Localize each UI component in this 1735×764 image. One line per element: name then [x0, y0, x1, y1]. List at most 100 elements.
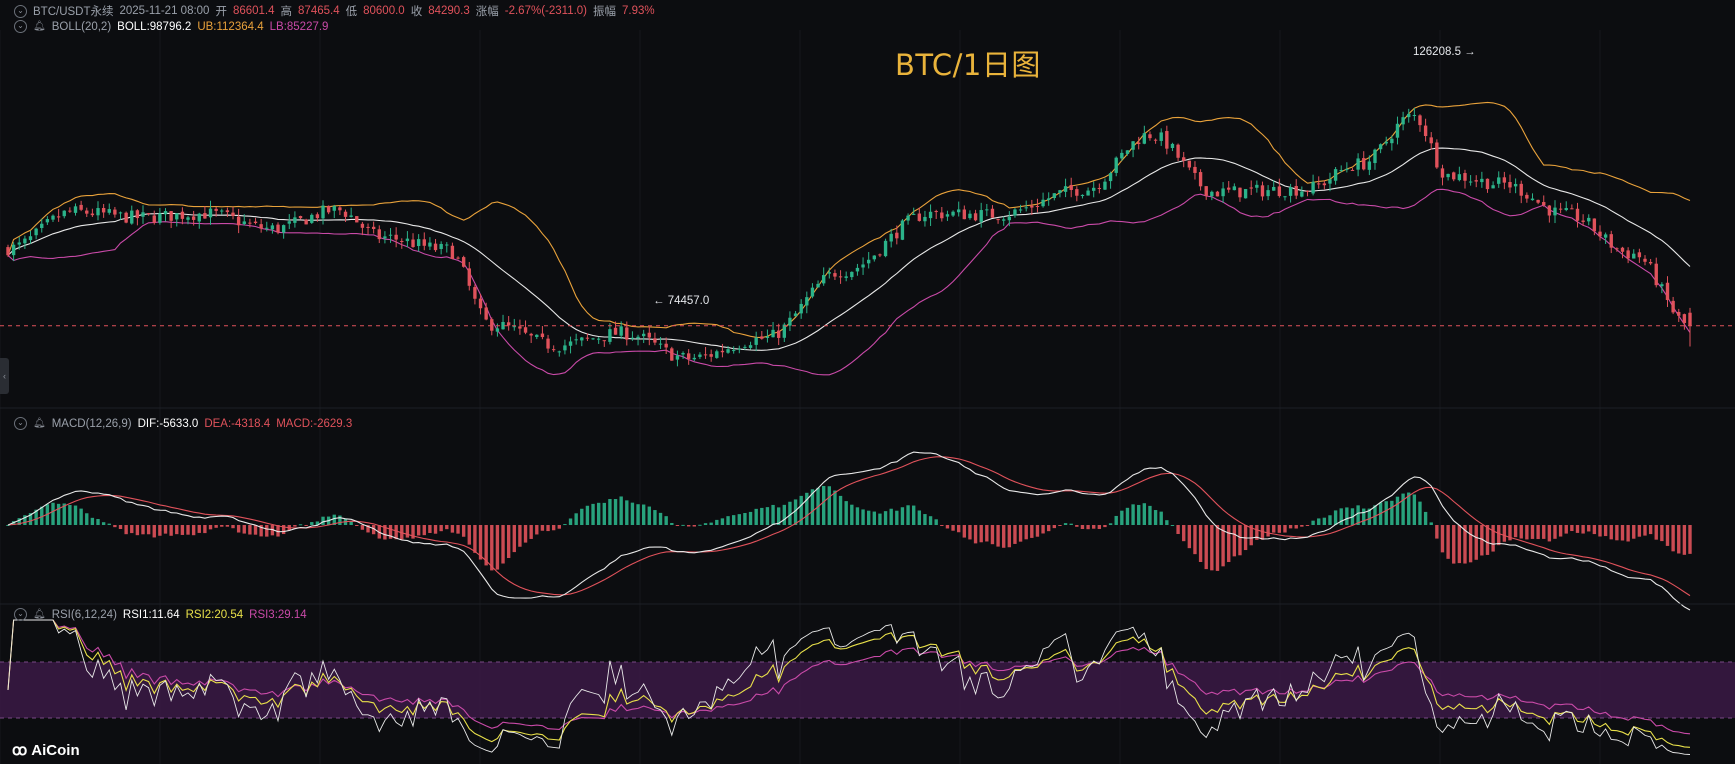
candle-body	[613, 327, 618, 335]
candle-body	[422, 239, 426, 246]
macd-bar	[1508, 525, 1512, 541]
macd-bar	[1345, 507, 1349, 525]
macd-bar	[130, 525, 134, 534]
macd-bar	[1620, 525, 1625, 541]
macd-bar	[1170, 524, 1175, 526]
collapse-chevron-icon[interactable]: ⌄	[14, 608, 27, 621]
candlestick-series[interactable]	[6, 108, 1692, 367]
collapse-chevron-icon[interactable]: ⌄	[14, 417, 27, 430]
candle-body	[591, 338, 595, 340]
candle-body	[338, 207, 342, 211]
macd-bar	[383, 525, 387, 540]
candle-body	[310, 214, 314, 223]
candle-body	[135, 210, 140, 219]
macd-bar	[1317, 518, 1321, 525]
candle-body	[799, 303, 803, 314]
close-value: 84290.3	[428, 5, 470, 17]
macd-bar	[1530, 525, 1535, 539]
macd-bar	[405, 525, 410, 538]
macd-bar	[349, 521, 353, 525]
candle-body	[163, 211, 168, 215]
candle-body	[73, 206, 78, 213]
candle-body	[355, 216, 359, 223]
rsi2-value: RSI2:20.54	[185, 608, 244, 621]
macd-bar	[1328, 515, 1332, 525]
macd-bar	[315, 521, 320, 525]
macd-bar	[158, 525, 162, 536]
bell-icon[interactable]: 🔔︎	[33, 21, 46, 32]
candle-body	[731, 350, 736, 352]
candle-body	[326, 205, 331, 213]
macd-dea-line	[7, 456, 1691, 597]
macd-bar	[630, 502, 635, 525]
boll-lower-band	[7, 188, 1691, 376]
candle-body	[1648, 261, 1653, 264]
macd-bar	[636, 504, 640, 525]
candle-body	[1418, 115, 1422, 126]
candle-body	[270, 225, 275, 230]
macd-bar	[1648, 525, 1653, 535]
candle-body	[1446, 173, 1450, 178]
macd-bar	[428, 525, 432, 534]
candle-body	[208, 208, 213, 218]
macd-bar	[1570, 525, 1574, 532]
candle-body	[962, 209, 967, 220]
macd-bar	[1682, 525, 1687, 555]
boll-indicator-label[interactable]: BOLL(20,2)	[51, 20, 112, 33]
macd-bar	[1502, 525, 1507, 542]
candle-body	[641, 333, 646, 337]
macd-bar	[821, 485, 826, 525]
candle-body	[1429, 137, 1433, 144]
macd-bar	[1187, 525, 1192, 549]
macd-bar	[146, 525, 151, 535]
macd-bar	[613, 499, 618, 525]
macd-bar	[478, 525, 483, 560]
macd-bar	[715, 519, 719, 525]
macd-bar	[968, 525, 972, 540]
candle-body	[220, 210, 224, 212]
collapse-chevron-icon[interactable]: ⌄	[14, 20, 27, 33]
macd-bar	[276, 525, 280, 537]
candle-body	[169, 211, 173, 221]
candle-body	[293, 217, 297, 223]
macd-bar	[1294, 525, 1298, 529]
macd-bar	[79, 508, 83, 525]
rsi-indicator-label[interactable]: RSI(6,12,24)	[51, 608, 117, 621]
macd-bar	[1300, 525, 1304, 527]
macd-bar	[1598, 525, 1602, 537]
candle-body	[675, 355, 680, 360]
macd-bar	[355, 525, 359, 526]
bell-icon[interactable]: 🔔︎	[33, 418, 46, 429]
macd-bar	[810, 489, 815, 525]
candle-body	[1238, 187, 1242, 198]
macd-bar	[1643, 525, 1647, 536]
candle-body	[912, 213, 916, 215]
macd-bar	[124, 525, 128, 535]
side-panel-handle[interactable]: ‹	[0, 358, 9, 394]
macd-bar	[506, 525, 511, 559]
macd-bar	[1159, 511, 1163, 525]
macd-bar	[85, 513, 89, 525]
boll-mid-value: BOLL:98796.2	[117, 20, 192, 33]
collapse-chevron-icon[interactable]: ⌄	[14, 4, 27, 18]
candle-body	[703, 354, 708, 356]
bell-icon[interactable]: 🔔︎	[33, 609, 46, 620]
candle-body	[96, 208, 100, 216]
symbol-label[interactable]: BTC/USDT永续	[33, 6, 114, 18]
macd-bar	[248, 525, 252, 535]
candle-body	[1198, 172, 1203, 187]
candle-body	[253, 221, 258, 223]
candle-body	[371, 226, 376, 229]
macd-indicator-label[interactable]: MACD(12,26,9)	[51, 417, 132, 430]
macd-bar	[113, 525, 117, 528]
open-value: 86601.4	[232, 5, 275, 17]
macd-bar	[259, 525, 263, 537]
high-label: 高	[280, 6, 293, 18]
macd-bar	[720, 518, 725, 525]
macd-bar	[236, 525, 241, 533]
candle-body	[1491, 185, 1495, 189]
macd-bar	[1513, 525, 1518, 538]
candle-body	[1333, 169, 1338, 181]
macd-bar	[1677, 525, 1681, 554]
